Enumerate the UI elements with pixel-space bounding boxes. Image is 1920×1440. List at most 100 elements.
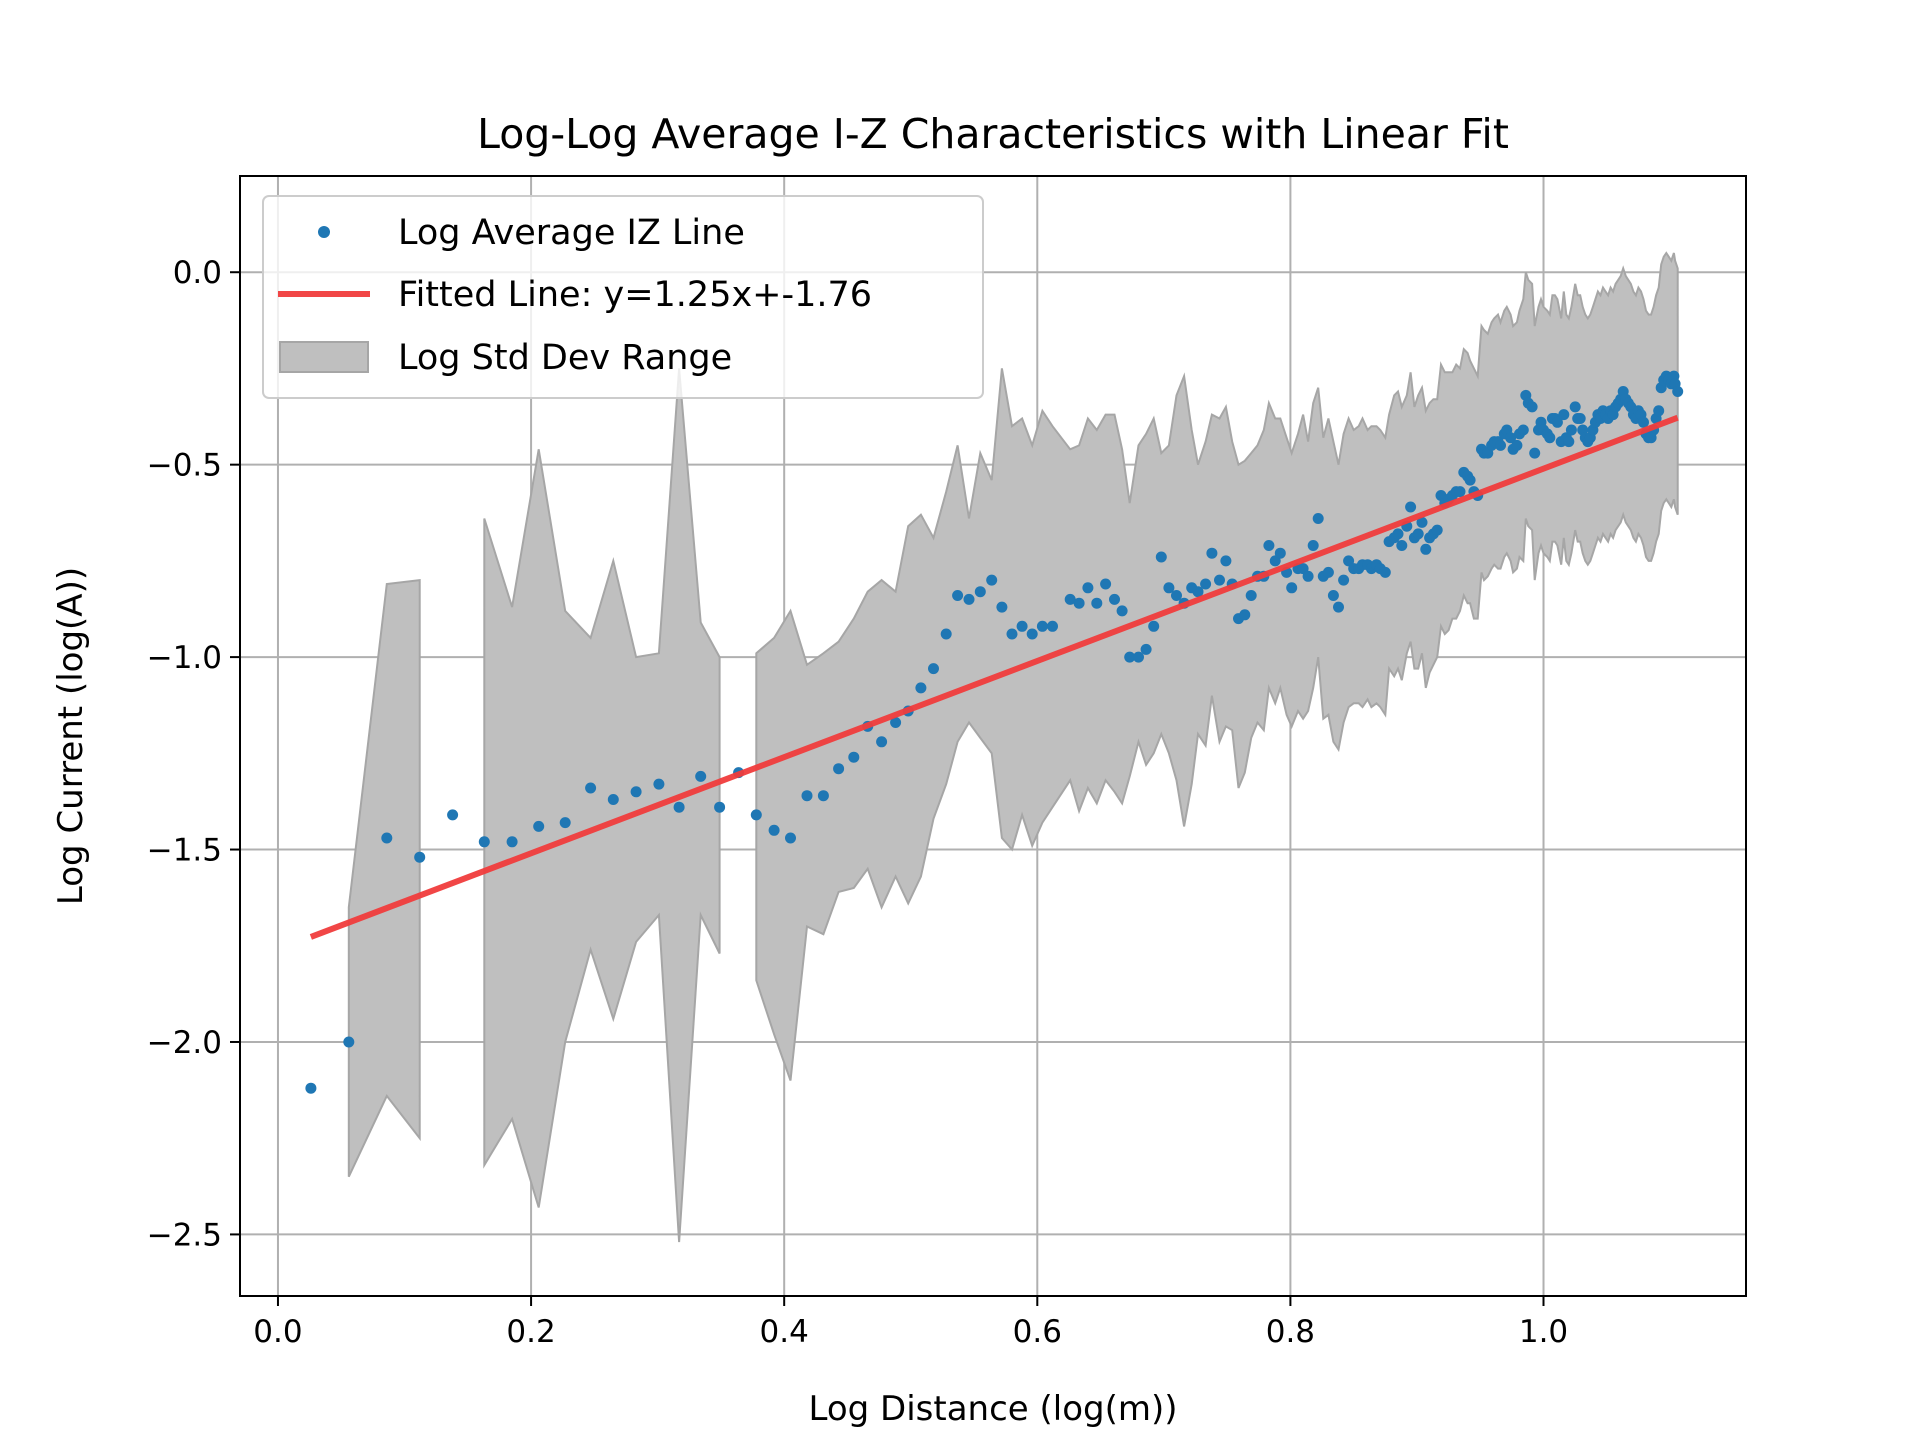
data-point — [506, 836, 518, 848]
data-point — [1116, 605, 1128, 617]
data-point — [1036, 620, 1048, 632]
chart-title: Log-Log Average I-Z Characteristics with… — [477, 110, 1509, 158]
data-point — [750, 809, 762, 821]
data-point — [305, 1082, 317, 1094]
data-point — [1148, 620, 1160, 632]
data-point — [1016, 620, 1028, 632]
data-point — [1155, 551, 1167, 563]
data-point — [940, 628, 952, 640]
data-point — [974, 586, 986, 598]
data-point — [1638, 416, 1649, 428]
std-dev-band-segment — [755, 251, 1679, 1081]
data-points — [305, 370, 1684, 1094]
data-point — [1239, 609, 1251, 621]
data-point — [1495, 439, 1506, 451]
data-point — [1307, 540, 1319, 551]
data-point — [1163, 582, 1175, 594]
data-point — [1245, 590, 1257, 601]
x-tick-label: 0.8 — [1266, 1314, 1315, 1350]
data-point — [1100, 578, 1112, 590]
data-point — [1672, 386, 1684, 397]
data-point — [1220, 555, 1232, 567]
data-point — [1286, 582, 1298, 594]
data-point — [1274, 547, 1286, 559]
x-tick-label: 0.6 — [1013, 1314, 1062, 1350]
data-point — [1091, 597, 1103, 609]
data-point — [1565, 424, 1577, 436]
x-tick-label: 0.4 — [760, 1314, 809, 1350]
data-point — [559, 817, 571, 829]
data-point — [996, 601, 1008, 613]
legend-label-fit: Fitted Line: y=1.25x+-1.76 — [398, 275, 872, 315]
data-point — [963, 593, 975, 605]
data-point — [833, 763, 845, 775]
data-point — [414, 851, 426, 863]
y-tick-label: −1.5 — [147, 833, 222, 869]
data-point — [928, 663, 939, 675]
legend-box — [262, 195, 984, 399]
data-point — [1302, 570, 1314, 582]
data-point — [848, 751, 860, 763]
legend-label-points: Log Average IZ Line — [398, 213, 745, 253]
y-tick-label: −0.5 — [147, 448, 222, 484]
data-point — [1312, 513, 1324, 524]
data-point — [1192, 586, 1204, 598]
data-point — [447, 809, 459, 821]
data-point — [890, 717, 902, 728]
data-point — [986, 574, 998, 586]
data-point — [1569, 401, 1581, 413]
data-point — [1133, 651, 1144, 663]
data-point — [1574, 413, 1586, 424]
data-point — [1511, 439, 1523, 451]
data-point — [1505, 432, 1517, 444]
x-tick-label: 0.0 — [253, 1314, 302, 1350]
data-point — [653, 778, 665, 790]
x-tick-label: 1.0 — [1519, 1314, 1568, 1350]
fitted-line-layer — [309, 414, 1679, 940]
data-point — [478, 836, 490, 848]
data-point — [1026, 628, 1038, 640]
y-tick-label: −2.5 — [147, 1217, 222, 1253]
data-point — [1517, 424, 1529, 436]
data-point — [1263, 540, 1275, 551]
data-point — [1529, 447, 1541, 459]
data-point — [533, 820, 545, 832]
y-axis-label: Log Current (log(A)) — [51, 567, 91, 905]
data-point — [785, 832, 796, 844]
data-point — [1109, 593, 1120, 605]
data-point — [1405, 501, 1417, 513]
data-point — [1464, 474, 1476, 486]
data-point — [695, 770, 707, 782]
data-point — [1082, 582, 1094, 594]
data-point — [673, 801, 685, 813]
axis-ticks: 0.0 0.2 0.4 0.6 0.8 1.0 0.0 −0.5 −1.0 −1.5 −2.0 −2.… — [147, 255, 1568, 1350]
data-point — [1073, 597, 1085, 609]
data-point — [952, 590, 964, 601]
data-point — [1200, 578, 1212, 590]
legend-marker-band — [279, 341, 369, 373]
data-point — [1563, 436, 1575, 448]
data-point — [876, 736, 888, 748]
data-point — [1558, 409, 1570, 421]
data-point — [1544, 432, 1556, 444]
data-point — [1551, 416, 1563, 428]
data-point — [343, 1036, 355, 1048]
data-point — [1392, 528, 1404, 540]
std-dev-band — [347, 251, 1679, 1243]
data-point — [1206, 547, 1218, 559]
data-point — [1171, 590, 1182, 601]
fitted-line — [309, 414, 1679, 940]
data-point — [768, 824, 780, 836]
data-point — [1124, 651, 1136, 663]
data-point — [1327, 590, 1339, 601]
data-point — [801, 790, 813, 802]
data-point — [1379, 566, 1391, 578]
data-point — [1431, 524, 1443, 536]
legend-label-band: Log Std Dev Range — [398, 338, 732, 378]
data-point — [1140, 643, 1152, 655]
data-point — [817, 790, 829, 802]
data-point — [1396, 540, 1408, 551]
data-point — [1333, 601, 1344, 613]
x-tick-label: 0.2 — [506, 1314, 555, 1350]
data-point — [1064, 593, 1076, 605]
